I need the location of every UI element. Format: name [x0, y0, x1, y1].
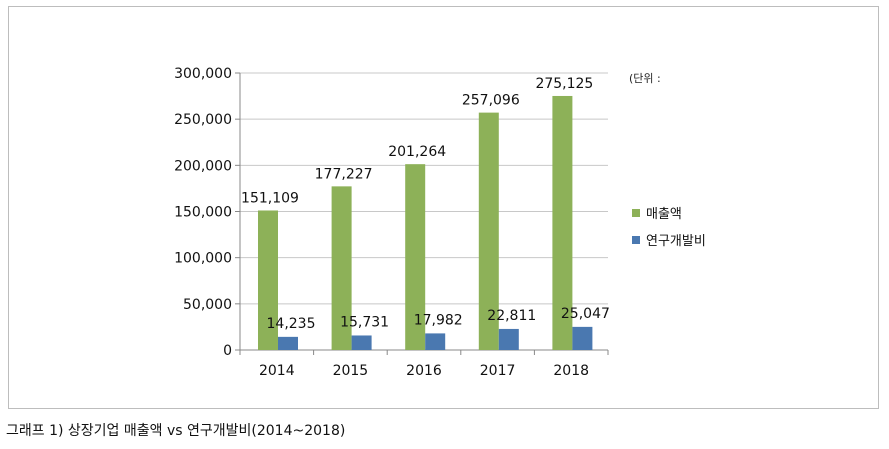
- data-label-sales: 177,227: [315, 166, 373, 182]
- data-label-rnd: 15,731: [340, 314, 389, 330]
- y-tick-label: 300,000: [174, 66, 232, 82]
- bar-rnd: [572, 326, 593, 350]
- bar-rnd: [351, 335, 372, 350]
- data-label-sales: 201,264: [388, 144, 446, 160]
- data-label-rnd: 22,811: [487, 308, 536, 324]
- data-label-sales: 151,109: [241, 190, 299, 206]
- bars: [258, 95, 593, 351]
- x-tick-label: 2014: [259, 363, 295, 379]
- figure-caption: 그래프 1) 상장기업 매출액 vs 연구개발비(2014~2018): [6, 423, 346, 439]
- x-tick-label: 2018: [553, 363, 589, 379]
- axes: 0 50,000 100,000 150,000 200,000 250,000 300,0…: [174, 66, 609, 379]
- data-label-rnd: 17,982: [414, 312, 463, 328]
- legend-swatch-sales: [632, 208, 640, 217]
- data-label-rnd: 14,235: [267, 316, 316, 332]
- data-labels: 151,109 14,235 177,227 15,731 201,264 17,982 2…: [241, 76, 610, 332]
- y-tick-label: 250,000: [174, 112, 232, 128]
- legend-label-rnd: 연구개발비: [646, 234, 706, 249]
- data-label-rnd: 25,047: [561, 306, 610, 322]
- bar-sales: [258, 210, 278, 350]
- x-tick-label: 2016: [406, 363, 442, 379]
- y-tick-label: 100,000: [174, 251, 232, 267]
- y-tick-label: 50,000: [183, 297, 232, 313]
- bar-rnd: [425, 333, 446, 350]
- bar-sales: [405, 164, 426, 350]
- gridlines: [240, 72, 608, 305]
- bar-sales: [478, 112, 499, 351]
- unit-note: (단위 :: [629, 72, 661, 85]
- bar-sales: [331, 186, 352, 350]
- legend-swatch-rnd: [632, 235, 640, 244]
- y-tick-label: 0: [223, 343, 232, 359]
- y-tick-label: 150,000: [174, 205, 232, 221]
- bar-rnd: [278, 336, 298, 350]
- x-tick-label: 2015: [333, 363, 369, 379]
- data-label-sales: 257,096: [462, 93, 520, 109]
- data-label-sales: 275,125: [535, 76, 593, 92]
- y-tick-label: 200,000: [174, 158, 232, 174]
- legend-item-rnd: 연구개발비: [632, 230, 706, 249]
- legend-label-sales: 매출액: [646, 207, 682, 222]
- bar-rnd: [498, 328, 519, 350]
- legend-item-sales: 매출액: [632, 203, 682, 222]
- bar-sales: [552, 95, 573, 350]
- x-tick-label: 2017: [480, 363, 516, 379]
